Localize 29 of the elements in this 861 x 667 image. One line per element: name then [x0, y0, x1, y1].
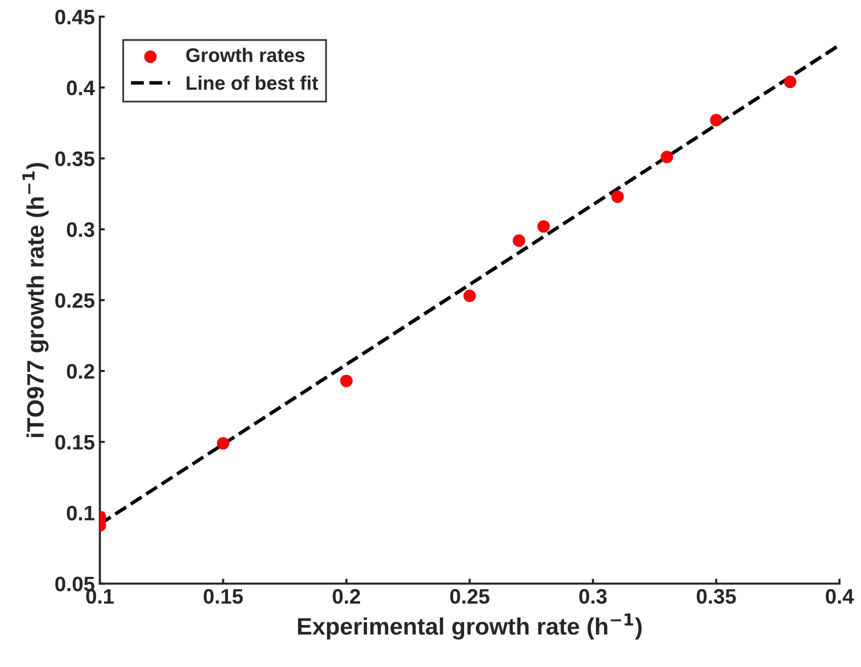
x-tick-label: 0.3 — [579, 589, 607, 604]
legend-label: Growth rates — [186, 48, 305, 62]
point — [660, 150, 674, 164]
x-tick-label: 0.15 — [204, 589, 243, 604]
legend-label: Line of best fit — [186, 76, 318, 90]
y-tick-label: 0.05 — [55, 576, 94, 592]
x-tick-label: 0.4 — [826, 589, 854, 604]
point — [340, 374, 353, 388]
point — [710, 114, 722, 126]
point — [216, 437, 230, 450]
x-tick-label: 0.35 — [696, 589, 736, 604]
y-tick-label: 0.45 — [55, 10, 94, 24]
y-axis-title: iTO977 growth rate (h$^{−1}$) — [22, 163, 49, 437]
y-tick-label: 0.25 — [55, 293, 94, 308]
x-tick-label: 0.1 — [86, 589, 114, 604]
x-tick-label: 0.2 — [332, 589, 360, 604]
y-tick-label: 0.1 — [66, 506, 94, 521]
point — [463, 290, 476, 302]
y-tick-label: 0.35 — [55, 151, 94, 166]
point — [537, 220, 550, 233]
y-tick-label: 0.4 — [66, 80, 95, 96]
point — [611, 190, 624, 203]
point — [784, 76, 796, 88]
y-tick-label: 0.2 — [66, 364, 94, 379]
x-tick-label: 0.25 — [450, 589, 490, 604]
x-axis-title: Experimental growth rate (h$^{−1}$) — [298, 613, 642, 640]
point — [512, 234, 526, 247]
y-tick-label: 0.15 — [55, 434, 94, 450]
y-tick-label: 0.3 — [66, 222, 94, 238]
